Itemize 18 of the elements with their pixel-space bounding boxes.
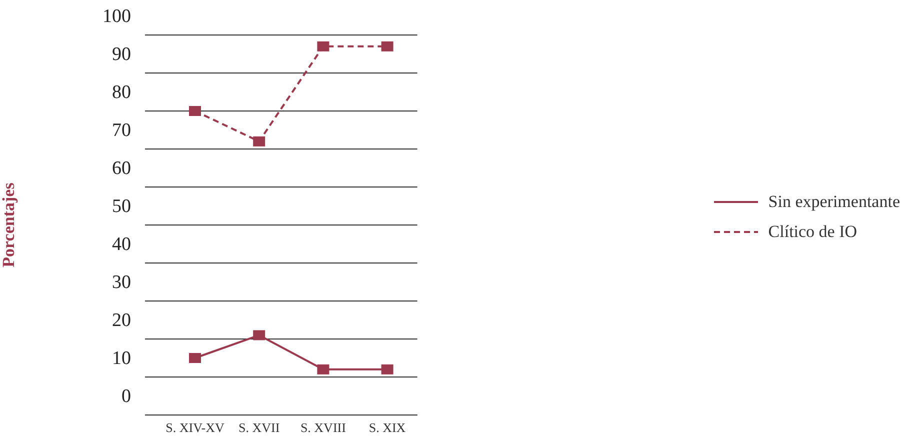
y-tick-label: 30: [112, 272, 131, 293]
x-tick-label: S. XVII: [238, 420, 280, 436]
y-tick-label: 10: [112, 348, 131, 369]
x-tick-label: S. XVIII: [300, 420, 346, 436]
y-axis-title: Porcentajes: [0, 182, 18, 268]
x-tick-label: S. XIV-XV: [166, 420, 225, 436]
legend-label: Sin experimentante: [768, 192, 900, 212]
x-tick-label: S. XIX: [368, 420, 406, 436]
y-tick-label: 50: [112, 196, 131, 217]
y-tick-label: 70: [112, 120, 131, 141]
y-tick-label: 40: [112, 234, 131, 255]
y-tick-label: 80: [112, 82, 131, 103]
legend-label: Clítico de IO: [768, 222, 858, 242]
y-tick-label: 90: [112, 44, 131, 65]
y-tick-label: 20: [112, 310, 131, 331]
y-tick-label: 100: [102, 6, 131, 27]
y-tick-label: 0: [122, 386, 131, 407]
y-tick-label: 60: [112, 158, 131, 179]
